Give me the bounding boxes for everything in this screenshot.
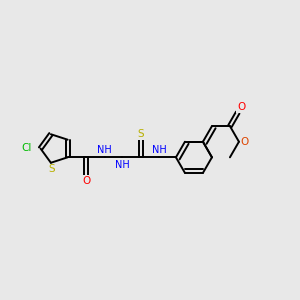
Text: O: O [241,137,249,147]
Text: Cl: Cl [21,143,32,153]
Text: S: S [137,129,144,139]
Text: O: O [82,176,90,186]
Text: NH: NH [98,145,112,154]
Text: O: O [237,102,245,112]
Text: NH: NH [115,160,130,170]
Text: NH: NH [152,145,167,154]
Text: S: S [48,164,55,174]
